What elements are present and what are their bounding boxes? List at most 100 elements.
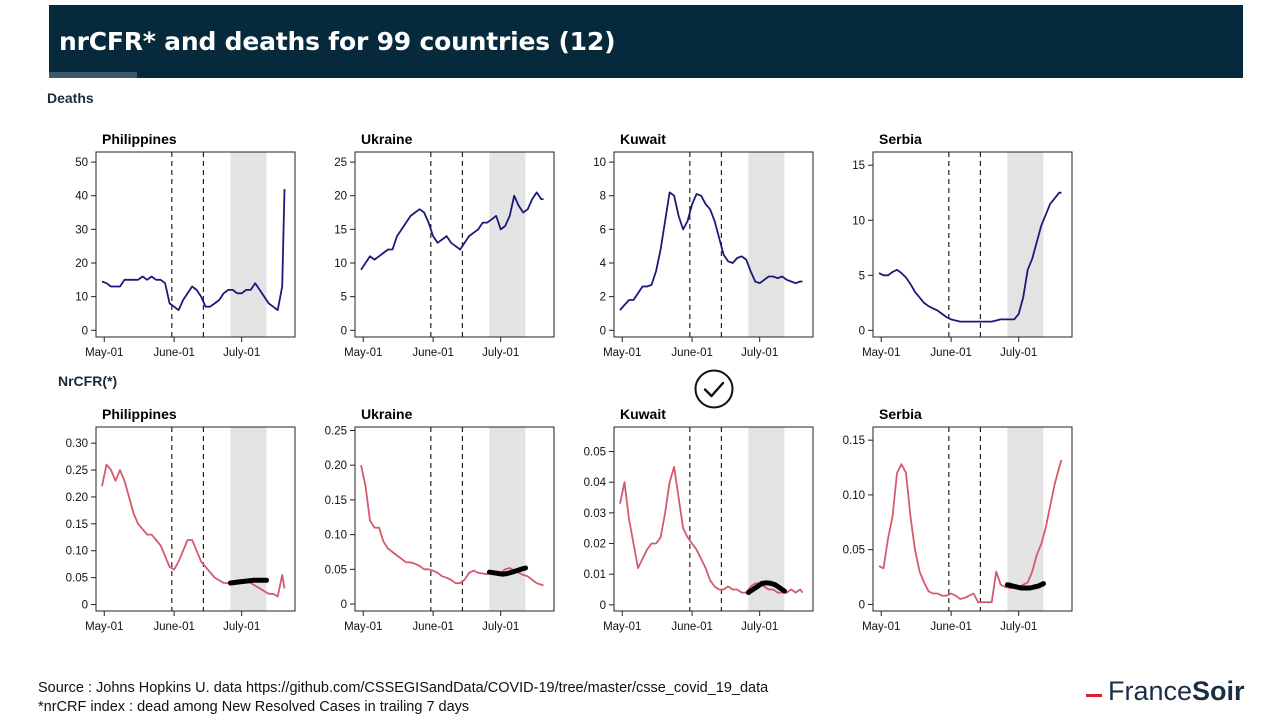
x-tick-label: May-01 <box>603 621 641 633</box>
y-tick-label: 20 <box>334 191 347 203</box>
x-tick-label: June-01 <box>412 621 454 633</box>
series-line <box>619 465 804 594</box>
y-tick-label: 15 <box>334 224 347 236</box>
plot-frame <box>613 151 814 338</box>
x-tick-label: May-01 <box>862 621 900 633</box>
y-tick-label: 25 <box>334 157 347 169</box>
y-tick-label: 6 <box>600 224 606 236</box>
y-tick-label: 0.10 <box>325 530 347 542</box>
section-label-deaths: Deaths <box>47 90 94 106</box>
shade-band <box>489 427 526 611</box>
chart-title: Ukraine <box>361 131 413 147</box>
y-tick-label: 40 <box>75 191 88 203</box>
section-label-nrcfr: NrCFR(*) <box>58 373 118 389</box>
plot-frame <box>354 151 555 338</box>
chart-nrcfr-kuwait: 0 0.01 0.02 0.03 0.04 0.05 May-01 June-01 July-0… <box>584 406 814 633</box>
logo-dash <box>1086 694 1102 698</box>
y-tick-label: 0 <box>341 599 347 611</box>
shade-band <box>1007 427 1044 611</box>
y-tick-label: 15 <box>852 160 865 172</box>
chart-nrcfr-ukraine: 0 0.05 0.10 0.15 0.20 0.25 May-01 June-01 July-0… <box>325 406 555 633</box>
y-tick-label: 0.03 <box>584 508 606 520</box>
series-line <box>360 191 544 271</box>
y-tick-label: 0 <box>82 325 88 337</box>
series-line <box>878 191 1062 323</box>
logo-part2: Soir <box>1192 676 1245 706</box>
series-line <box>878 459 1063 604</box>
y-tick-label: 0.05 <box>325 564 347 576</box>
chart-title: Philippines <box>102 406 177 422</box>
y-tick-label: 0.05 <box>843 545 865 557</box>
plot-frame <box>95 151 296 338</box>
x-tick-label: June-01 <box>153 347 195 359</box>
plot-frame <box>613 426 814 612</box>
x-tick-label: June-01 <box>153 621 195 633</box>
title-banner: nrCFR* and deaths for 99 countries (12) <box>49 5 1243 78</box>
y-tick-label: 0.01 <box>584 569 606 581</box>
x-tick-label: June-01 <box>671 347 713 359</box>
x-tick-label: July-01 <box>482 347 519 359</box>
chart-title: Kuwait <box>620 131 666 147</box>
y-tick-label: 0.20 <box>325 460 347 472</box>
y-tick-label: 0.10 <box>66 546 88 558</box>
y-tick-label: 0.25 <box>325 425 347 437</box>
chart-title: Serbia <box>879 406 922 422</box>
y-tick-label: 0.15 <box>325 495 347 507</box>
chart-nrcfr-serbia: 0 0.05 0.10 0.15 May-01 June-01 July-01 Serbia <box>843 406 1073 633</box>
chart-title: Philippines <box>102 131 177 147</box>
chart-deaths-ukraine: 0 5 10 15 20 25 May-01 June-01 July-01 Ukraine <box>334 131 555 359</box>
x-tick-label: May-01 <box>344 621 382 633</box>
x-tick-label: June-01 <box>412 347 454 359</box>
y-tick-label: 5 <box>341 292 347 304</box>
highlight-segment <box>486 565 528 577</box>
x-tick-label: July-01 <box>223 347 260 359</box>
y-tick-label: 0.04 <box>584 477 607 489</box>
y-tick-label: 10 <box>852 215 865 227</box>
x-tick-label: June-01 <box>671 621 713 633</box>
y-tick-label: 2 <box>600 292 606 304</box>
y-tick-label: 0 <box>859 325 865 337</box>
shade-band <box>230 152 267 337</box>
chart-deaths-kuwait: 0 2 4 6 8 10 May-01 June-01 July-01 Kuwait <box>593 131 814 359</box>
x-tick-label: July-01 <box>1000 347 1037 359</box>
check-circle-icon <box>694 369 734 409</box>
y-tick-label: 0.10 <box>843 490 865 502</box>
y-tick-label: 0 <box>600 600 606 612</box>
chart-deaths-philippines: 0 10 20 30 40 50 May-01 June-01 July-01 Philippin… <box>75 131 296 359</box>
x-tick-label: July-01 <box>1000 621 1037 633</box>
x-tick-label: July-01 <box>741 621 778 633</box>
y-tick-label: 8 <box>600 191 606 203</box>
x-tick-label: June-01 <box>930 621 972 633</box>
y-tick-label: 0.02 <box>584 539 606 551</box>
y-tick-label: 0 <box>859 599 865 611</box>
y-tick-label: 50 <box>75 157 88 169</box>
y-tick-label: 0 <box>82 600 88 612</box>
x-tick-label: May-01 <box>85 347 123 359</box>
chart-deaths-serbia: 0 5 10 15 May-01 June-01 July-01 Serbia <box>852 131 1073 359</box>
y-tick-label: 0 <box>341 325 347 337</box>
plot-frame <box>872 426 1073 612</box>
y-tick-label: 4 <box>600 258 607 270</box>
x-tick-label: July-01 <box>223 621 260 633</box>
y-tick-label: 0.25 <box>66 465 88 477</box>
x-tick-label: May-01 <box>603 347 641 359</box>
plot-frame <box>354 426 555 612</box>
chart-nrcfr-philippines: 0 0.05 0.10 0.15 0.20 0.25 0.30 May-01 June-01 Ju… <box>66 406 296 633</box>
highlight-segment <box>745 580 787 596</box>
page-title: nrCFR* and deaths for 99 countries (12) <box>59 27 616 56</box>
x-tick-label: May-01 <box>85 621 123 633</box>
x-tick-label: May-01 <box>862 347 900 359</box>
y-tick-label: 0 <box>600 325 606 337</box>
y-tick-label: 5 <box>859 270 865 282</box>
x-tick-label: July-01 <box>741 347 778 359</box>
y-tick-label: 0.15 <box>66 519 88 531</box>
y-tick-label: 0.15 <box>843 435 865 447</box>
y-tick-label: 10 <box>593 157 606 169</box>
series-line <box>101 463 286 598</box>
y-tick-label: 0.05 <box>584 447 606 459</box>
y-tick-label: 0.20 <box>66 492 88 504</box>
y-tick-label: 10 <box>75 292 88 304</box>
source-footnote: Source : Johns Hopkins U. data https://g… <box>38 680 769 696</box>
series-line <box>101 188 286 312</box>
chart-title: Kuwait <box>620 406 666 422</box>
